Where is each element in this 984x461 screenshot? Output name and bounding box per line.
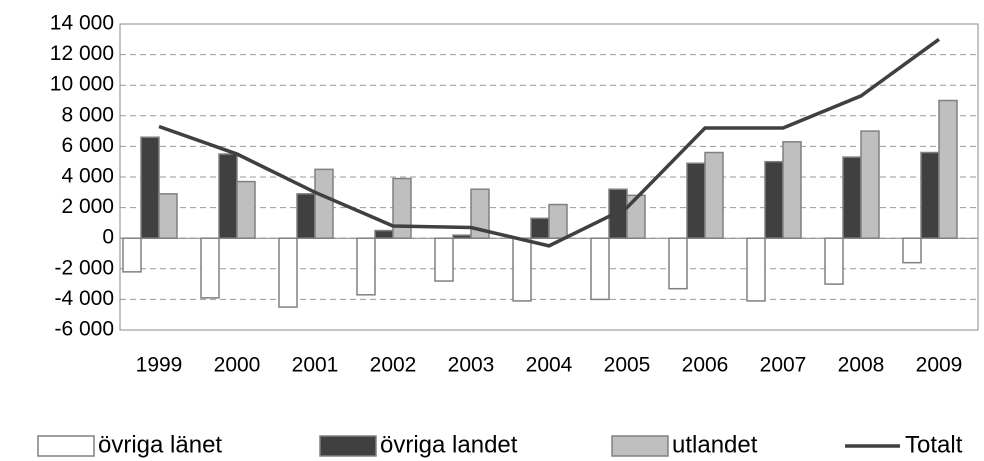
bar <box>374 229 394 239</box>
bar <box>938 99 958 239</box>
y-tick-label: -6 000 <box>54 318 114 341</box>
x-tick-label: 2009 <box>916 354 963 377</box>
x-tick-label: 2003 <box>448 354 495 377</box>
legend-label: övriga länet <box>98 431 222 458</box>
y-tick-label: 14 000 <box>50 12 114 35</box>
bar <box>356 237 376 296</box>
bar <box>590 237 610 301</box>
bar <box>140 136 160 239</box>
bar <box>842 156 862 239</box>
plot-border <box>119 23 979 331</box>
y-tick-label: 4 000 <box>61 165 114 188</box>
legend: övriga länet övriga landet utlandet Totalt <box>37 431 963 458</box>
legend-swatch <box>37 435 95 457</box>
x-tick-label: 2002 <box>370 354 417 377</box>
bar <box>470 188 490 239</box>
bar <box>200 237 220 299</box>
x-tick-label: 2004 <box>526 354 573 377</box>
bar <box>158 193 178 239</box>
bar <box>278 237 298 308</box>
x-tick-label: 2008 <box>838 354 885 377</box>
y-tick-label: -2 000 <box>54 256 114 279</box>
y-tick-label: -4 000 <box>54 287 114 310</box>
x-tick-label: 1999 <box>136 354 183 377</box>
bar <box>626 194 646 239</box>
bar <box>704 151 724 239</box>
bar <box>122 237 142 273</box>
bar <box>782 141 802 239</box>
y-tick-label: 8 000 <box>61 103 114 126</box>
bar <box>668 237 688 290</box>
legend-swatch <box>319 435 377 457</box>
bar <box>530 217 550 239</box>
x-tick-label: 2007 <box>760 354 807 377</box>
x-tick-label: 2006 <box>682 354 729 377</box>
bar <box>314 168 334 239</box>
legend-label: övriga landet <box>380 431 518 458</box>
bar <box>920 151 940 239</box>
bar <box>824 237 844 285</box>
bar <box>434 237 454 282</box>
bar <box>218 153 238 239</box>
bar <box>452 234 472 239</box>
bar <box>392 177 412 239</box>
line-series <box>158 37 941 248</box>
bar <box>902 237 922 264</box>
bar <box>512 237 532 302</box>
bar <box>296 193 316 239</box>
y-tick-label: 0 <box>102 226 114 249</box>
x-tick-label: 2000 <box>214 354 261 377</box>
y-tick-label: 10 000 <box>50 73 114 96</box>
bar <box>236 180 256 239</box>
x-tick-label: 2001 <box>292 354 339 377</box>
legend-label: Totalt <box>905 431 963 458</box>
y-tick-label: 2 000 <box>61 195 114 218</box>
bar <box>686 162 706 239</box>
legend-swatch <box>611 435 669 457</box>
x-tick-label: 2005 <box>604 354 651 377</box>
bar <box>746 237 766 302</box>
bar <box>548 203 568 239</box>
y-tick-label: 6 000 <box>61 134 114 157</box>
bar <box>764 160 784 239</box>
legend-label: utlandet <box>672 431 758 458</box>
y-tick-label: 12 000 <box>50 42 114 65</box>
bar <box>860 130 880 239</box>
